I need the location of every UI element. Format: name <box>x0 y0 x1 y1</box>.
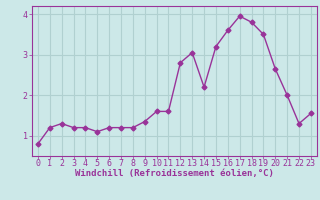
X-axis label: Windchill (Refroidissement éolien,°C): Windchill (Refroidissement éolien,°C) <box>75 169 274 178</box>
